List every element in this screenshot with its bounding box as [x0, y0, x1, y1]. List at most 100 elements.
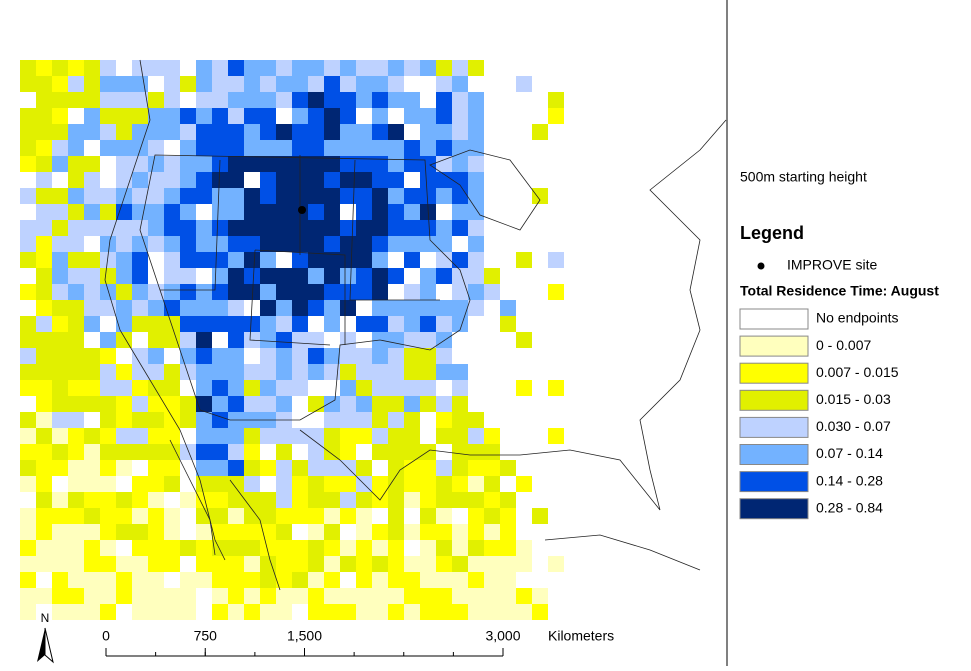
- grid-cell: [436, 140, 452, 156]
- grid-cell: [132, 316, 148, 332]
- grid-cell: [356, 604, 372, 620]
- grid-cell: [84, 524, 100, 540]
- grid-cell: [260, 284, 276, 300]
- grid-cell: [180, 588, 196, 604]
- grid-cell: [132, 604, 148, 620]
- grid-cell: [148, 332, 164, 348]
- grid-cell: [244, 156, 260, 172]
- scale-tick-label: 0: [102, 628, 110, 644]
- grid-cell: [484, 428, 500, 444]
- grid-cell: [420, 284, 436, 300]
- grid-cell: [164, 444, 180, 460]
- grid-cell: [180, 204, 196, 220]
- grid-cell: [484, 492, 500, 508]
- grid-cell: [68, 460, 84, 476]
- grid-cell: [404, 60, 420, 76]
- grid-cell: [84, 348, 100, 364]
- grid-cell: [116, 92, 132, 108]
- grid-cell: [36, 348, 52, 364]
- cuba: [544, 534, 701, 571]
- grid-cell: [132, 140, 148, 156]
- grid-cell: [84, 540, 100, 556]
- grid-cell: [420, 108, 436, 124]
- grid-cell: [260, 252, 276, 268]
- grid-cell: [212, 108, 228, 124]
- grid-cell: [196, 108, 212, 124]
- grid-cell: [356, 428, 372, 444]
- grid-cell: [196, 156, 212, 172]
- grid-cell: [132, 268, 148, 284]
- grid-cell: [388, 380, 404, 396]
- grid-cell: [196, 316, 212, 332]
- grid-cell: [228, 332, 244, 348]
- grid-cell: [340, 540, 356, 556]
- grid-cell: [276, 572, 292, 588]
- grid-cell: [100, 460, 116, 476]
- grid-cell: [132, 300, 148, 316]
- grid-cell: [84, 380, 100, 396]
- grid-cell: [212, 188, 228, 204]
- grid-cell: [116, 380, 132, 396]
- grid-cell: [100, 396, 116, 412]
- grid-cell: [164, 108, 180, 124]
- grid-cell: [516, 588, 532, 604]
- grid-cell: [452, 588, 468, 604]
- grid-cell: [372, 540, 388, 556]
- grid-cell: [68, 380, 84, 396]
- grid-cell: [388, 204, 404, 220]
- grid-cell: [388, 428, 404, 444]
- grid-cell: [372, 172, 388, 188]
- grid-cell: [372, 444, 388, 460]
- grid-cell: [436, 524, 452, 540]
- grid-cell: [276, 92, 292, 108]
- grid-cell: [468, 476, 484, 492]
- grid-cell: [388, 188, 404, 204]
- grid-cell: [452, 556, 468, 572]
- north-arrow-left: [37, 628, 45, 662]
- grid-cell: [372, 284, 388, 300]
- grid-cell: [164, 364, 180, 380]
- grid-cell: [228, 316, 244, 332]
- grid-cell: [372, 124, 388, 140]
- grid-cell: [228, 364, 244, 380]
- grid-cell: [356, 60, 372, 76]
- grid-cell: [436, 268, 452, 284]
- grid-cell: [468, 444, 484, 460]
- grid-cell: [468, 460, 484, 476]
- grid-cell: [276, 476, 292, 492]
- grid-cell: [420, 556, 436, 572]
- grid-cell: [148, 220, 164, 236]
- grid-cell: [340, 268, 356, 284]
- grid-cell: [324, 252, 340, 268]
- grid-cell: [20, 188, 36, 204]
- grid-cell: [276, 172, 292, 188]
- grid-cell: [244, 188, 260, 204]
- grid-cell: [212, 236, 228, 252]
- grid-cell: [324, 444, 340, 460]
- grid-cell: [420, 604, 436, 620]
- grid-cell: [20, 588, 36, 604]
- grid-cell: [420, 460, 436, 476]
- grid-cell: [212, 76, 228, 92]
- grid-cell: [436, 108, 452, 124]
- grid-cell: [324, 364, 340, 380]
- grid-cell: [36, 476, 52, 492]
- legend-label: 0 - 0.007: [816, 337, 871, 353]
- grid-cell: [468, 268, 484, 284]
- grid-cell: [20, 348, 36, 364]
- grid-cell: [404, 380, 420, 396]
- grid-cell: [212, 92, 228, 108]
- grid-cell: [324, 124, 340, 140]
- grid-cell: [516, 540, 532, 556]
- grid-cell: [100, 588, 116, 604]
- grid-cell: [52, 556, 68, 572]
- grid-cell: [212, 428, 228, 444]
- grid-cell: [180, 492, 196, 508]
- grid-cell: [20, 60, 36, 76]
- grid-cell: [372, 476, 388, 492]
- grid-cell: [100, 380, 116, 396]
- grid-cell: [180, 140, 196, 156]
- grid-cell: [260, 220, 276, 236]
- grid-cell: [148, 412, 164, 428]
- grid-cell: [36, 156, 52, 172]
